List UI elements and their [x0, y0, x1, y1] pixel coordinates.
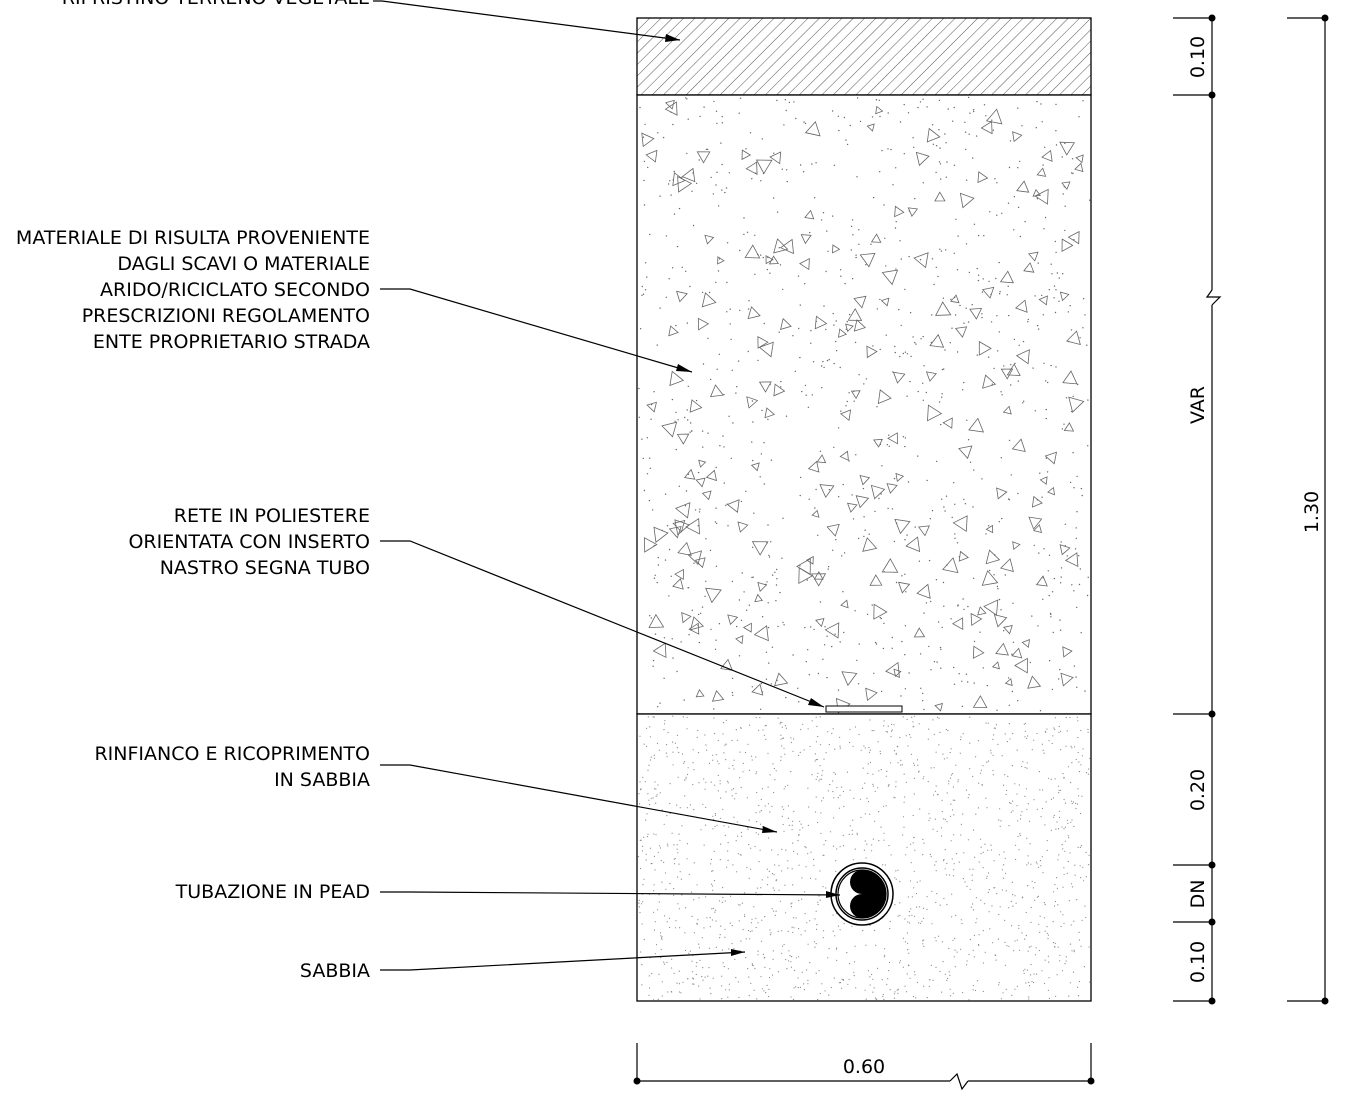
label-pipe-line-1: TUBAZIONE IN PEAD — [175, 881, 370, 903]
leader-backfill — [380, 288, 693, 373]
label-backfill-line-4: PRESCRIZIONI REGOLAMENTO — [82, 305, 370, 327]
width-tick-left — [633, 1077, 641, 1085]
dimension-chain-ticks — [1208, 14, 1216, 1005]
label-sand-cover-line-2: IN SABBIA — [274, 769, 370, 791]
dim-pipe-dn: DN — [1187, 880, 1209, 909]
label-mesh-line-3: NASTRO SEGNA TUBO — [160, 557, 370, 579]
label-sand-cover: RINFIANCO E RICOPRIMENTO IN SABBIA — [94, 743, 370, 791]
label-backfill-line-3: ARIDO/RICICLATO SECONDO — [100, 279, 370, 301]
label-backfill-line-5: ENTE PROPRIETARIO STRADA — [93, 331, 370, 353]
dim-top-layer: 0.10 — [1187, 36, 1209, 78]
label-mesh-line-1: RETE IN POLIESTERE — [174, 505, 370, 527]
label-mesh: RETE IN POLIESTERE ORIENTATA CON INSERTO… — [128, 505, 370, 579]
leader-mesh — [380, 540, 825, 708]
total-depth-tick-bottom — [1321, 997, 1329, 1005]
sand-layer — [636, 713, 1092, 1002]
leader-pipe — [380, 891, 841, 896]
label-sand-bed-line-1: SABBIA — [300, 960, 370, 982]
dim-bed: 0.10 — [1187, 941, 1209, 983]
label-backfill-line-2: DAGLI SCAVI O MATERIALE — [117, 253, 370, 275]
dim-width: 0.60 — [843, 1056, 885, 1078]
dim-total-depth: 1.30 — [1301, 491, 1323, 533]
label-mesh-line-2: ORIENTATA CON INSERTO — [128, 531, 370, 553]
pead-pipe — [830, 862, 894, 926]
leader-sand-cover — [380, 764, 778, 833]
backfill-layer — [636, 94, 1092, 715]
dimension-width — [636, 1043, 1092, 1091]
topsoil-layer — [636, 17, 1092, 96]
leader-arrowheads — [665, 34, 840, 956]
label-topsoil-line-1: RIPRISTINO TERRENO VEGETALE — [62, 0, 370, 9]
label-backfill: MATERIALE DI RISULTA PROVENIENTE DAGLI S… — [16, 227, 370, 353]
width-tick-right — [1087, 1077, 1095, 1085]
dim-variable: VAR — [1187, 386, 1209, 424]
leader-lines — [373, 0, 841, 971]
label-pipe: TUBAZIONE IN PEAD — [175, 881, 370, 903]
total-depth-tick-top — [1321, 14, 1329, 22]
label-sand-bed: SABBIA — [300, 960, 370, 982]
dim-sand-cover: 0.20 — [1187, 769, 1209, 811]
warning-mesh-tape — [825, 705, 903, 713]
label-backfill-line-1: MATERIALE DI RISULTA PROVENIENTE — [16, 227, 370, 249]
leader-topsoil — [373, 0, 681, 41]
label-topsoil: RIPRISTINO TERRENO VEGETALE — [62, 0, 370, 9]
leader-sand-bed — [380, 951, 746, 971]
dimension-total-depth — [1287, 17, 1326, 1002]
dimension-chain-layers — [1173, 17, 1222, 1002]
label-sand-cover-line-1: RINFIANCO E RICOPRIMENTO — [94, 743, 370, 765]
